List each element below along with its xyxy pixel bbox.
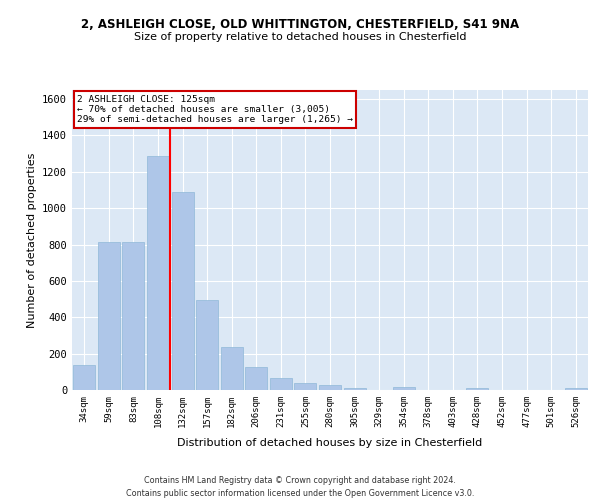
Bar (344, 388, 365, 390)
X-axis label: Distribution of detached houses by size in Chesterfield: Distribution of detached houses by size … (178, 438, 482, 448)
Bar (319, 385, 341, 390)
Y-axis label: Number of detached properties: Number of detached properties (26, 152, 37, 328)
Bar (392, 388, 415, 390)
Text: Contains HM Land Registry data © Crown copyright and database right 2024.
Contai: Contains HM Land Registry data © Crown c… (126, 476, 474, 498)
Text: 2, ASHLEIGH CLOSE, OLD WHITTINGTON, CHESTERFIELD, S41 9NA: 2, ASHLEIGH CLOSE, OLD WHITTINGTON, CHES… (81, 18, 519, 30)
Bar (565, 388, 587, 390)
Text: Size of property relative to detached houses in Chesterfield: Size of property relative to detached ho… (134, 32, 466, 42)
Bar (221, 348, 243, 390)
Bar (73, 364, 95, 390)
Bar (196, 300, 218, 390)
Bar (98, 242, 120, 390)
Bar (466, 388, 488, 390)
Bar (172, 192, 194, 390)
Bar (122, 242, 145, 390)
Text: 2 ASHLEIGH CLOSE: 125sqm
← 70% of detached houses are smaller (3,005)
29% of sem: 2 ASHLEIGH CLOSE: 125sqm ← 70% of detach… (77, 94, 353, 124)
Bar (295, 383, 316, 390)
Bar (245, 368, 268, 390)
Bar (270, 378, 292, 390)
Bar (147, 156, 169, 390)
